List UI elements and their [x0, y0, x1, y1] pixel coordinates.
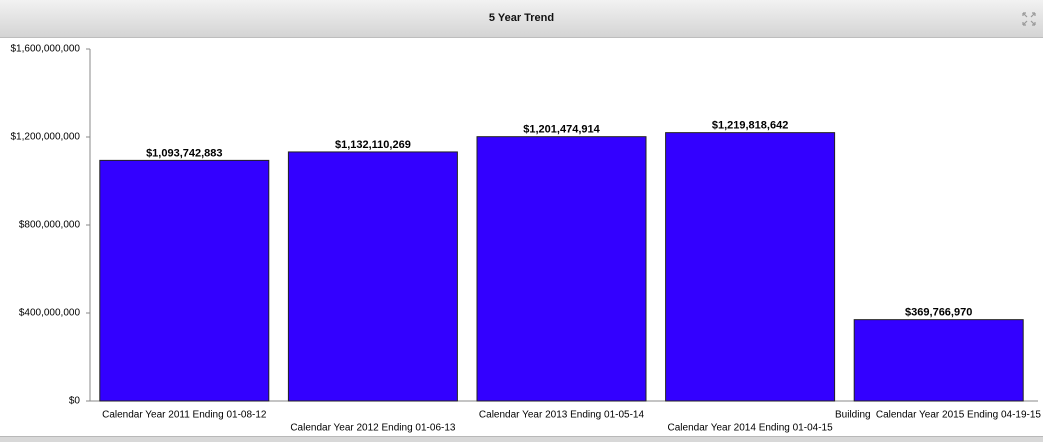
bar: [287, 151, 458, 402]
x-tick-label: Calendar Year 2013 Ending 01-05-14: [479, 410, 645, 421]
bar: [853, 319, 1024, 402]
value-label: $1,219,818,642: [712, 120, 788, 132]
panel-header: 5 Year Trend: [0, 0, 1043, 38]
value-label: $369,766,970: [905, 307, 972, 319]
value-label: $1,093,742,883: [146, 147, 222, 159]
y-tick-label: $400,000,000: [19, 308, 81, 319]
x-axis-label: Building: [835, 410, 871, 421]
bar: [99, 159, 270, 402]
value-label: $1,201,474,914: [523, 124, 600, 136]
bar: [476, 136, 647, 402]
value-label: $1,132,110,269: [335, 139, 411, 151]
chart-title: 5 Year Trend: [488, 12, 555, 24]
y-tick-label: $1,600,000,000: [10, 44, 80, 55]
y-tick-label: $800,000,000: [19, 220, 81, 231]
expand-icon[interactable]: [1021, 11, 1037, 27]
y-tick-label: $0: [69, 396, 81, 407]
panel-footer: [0, 436, 1043, 442]
bar: [665, 132, 836, 402]
y-tick-label: $1,200,000,000: [10, 132, 80, 143]
x-tick-label: Calendar Year 2015 Ending 04-19-15: [876, 410, 1042, 421]
x-tick-label: Calendar Year 2011 Ending 01-08-12: [102, 410, 267, 421]
x-tick-label: Calendar Year 2014 Ending 01-04-15: [668, 423, 834, 434]
x-tick-label: Calendar Year 2012 Ending 01-06-13: [290, 423, 456, 434]
